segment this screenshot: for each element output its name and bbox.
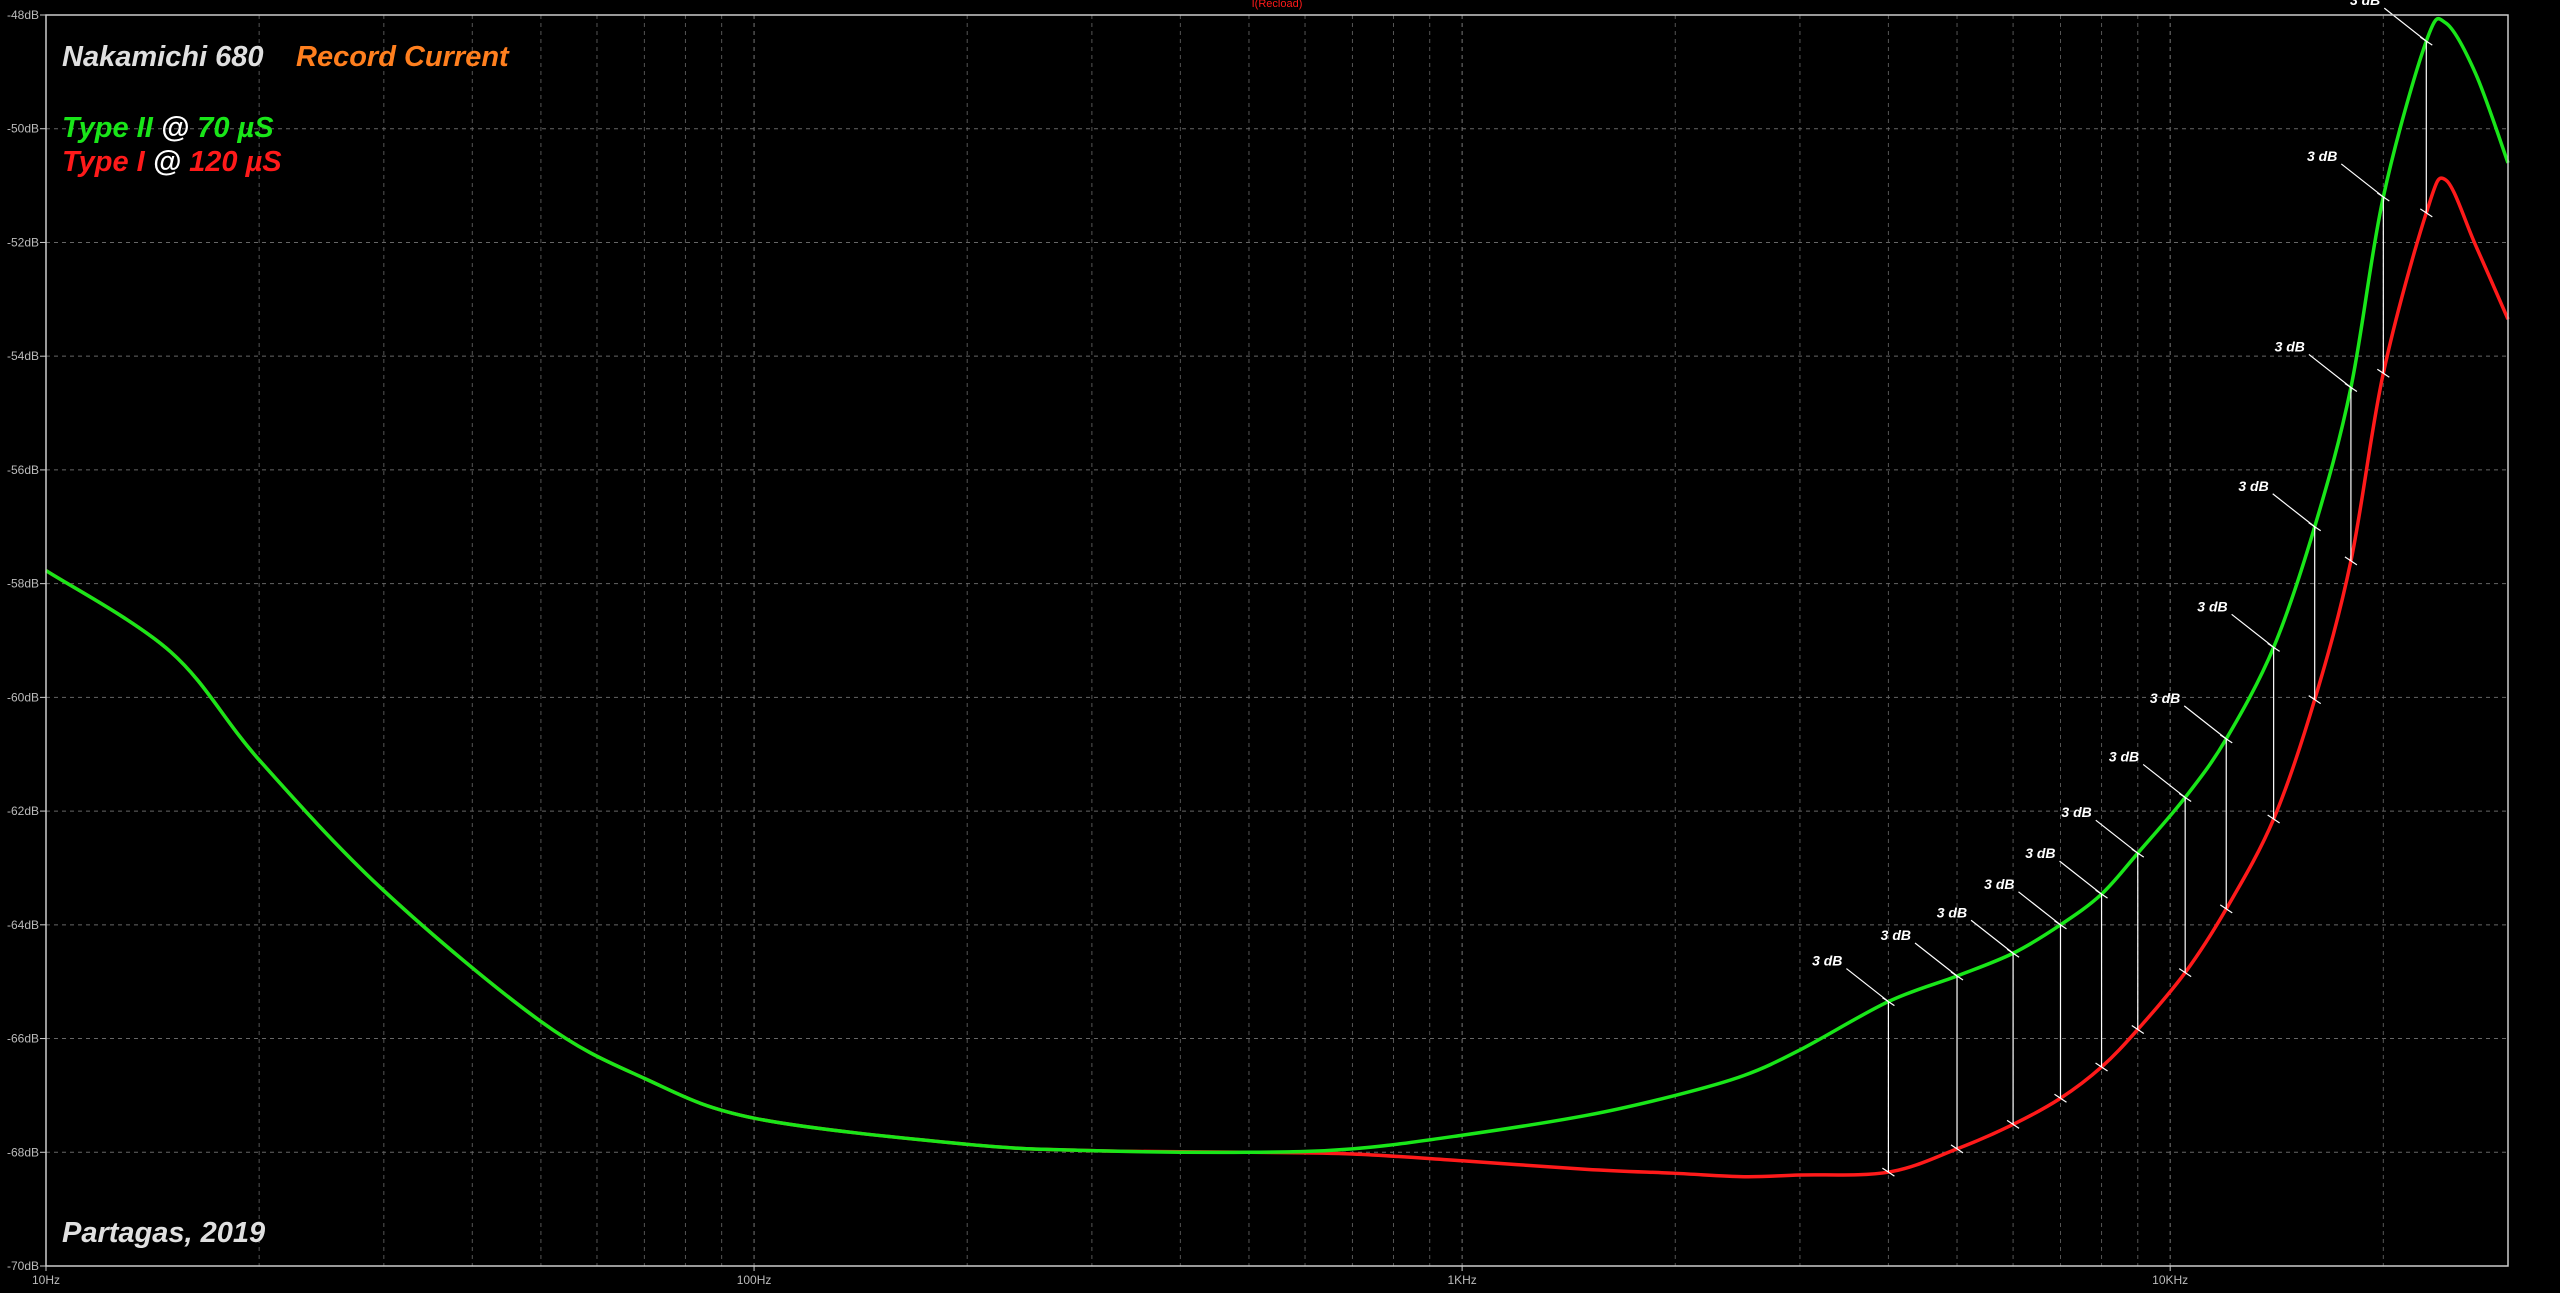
series-line bbox=[45, 16, 2510, 1155]
x-tick-label: 10Hz bbox=[32, 1273, 60, 1287]
annotation-label: 3 dB bbox=[2061, 804, 2091, 820]
legend-tau: 70 µS bbox=[197, 112, 274, 144]
y-tick-label: -70dB bbox=[7, 1259, 39, 1273]
annotation-leader bbox=[2059, 860, 2102, 895]
legend-joiner: @ bbox=[153, 146, 181, 178]
annotation-label: 3 dB bbox=[2350, 0, 2380, 8]
legend-joiner: @ bbox=[161, 112, 189, 144]
annotation-label: 3 dB bbox=[1984, 876, 2014, 892]
x-tick-label: 100Hz bbox=[737, 1273, 772, 1287]
annotation-leader bbox=[2340, 163, 2384, 198]
annotation-label: 3 dB bbox=[2150, 690, 2180, 706]
plot-frame bbox=[45, 14, 2509, 1267]
y-tick-label: -60dB bbox=[7, 690, 39, 704]
annotation-label: 3 dB bbox=[2275, 338, 2305, 354]
legend-name: Type I bbox=[62, 146, 146, 178]
y-tick-label: -62dB bbox=[7, 804, 39, 818]
annotations: 3 dB 3 dB 3 dB 3 dB 3 dB 3 dB 3 dB 3 dB 3 dB 3 dB… bbox=[1812, 0, 2433, 1177]
annotation-label: 3 dB bbox=[1937, 904, 1967, 920]
annotation-tick bbox=[2095, 1062, 2108, 1072]
legend-name: Type II bbox=[62, 112, 154, 144]
annotation-tick bbox=[2376, 368, 2390, 378]
annotation-leader bbox=[2231, 613, 2275, 648]
legend-tau: 120 µS bbox=[189, 146, 282, 178]
y-tick-label: -68dB bbox=[7, 1145, 39, 1159]
annotation-tick bbox=[2006, 1119, 2020, 1129]
annotation-leader bbox=[2142, 763, 2186, 798]
annotation-tick bbox=[2054, 1093, 2067, 1103]
x-tick-label: 10KHz bbox=[2152, 1273, 2188, 1287]
annotation-leader bbox=[1970, 919, 2014, 954]
annotation-leader bbox=[2272, 493, 2316, 528]
annotation-label: 3 dB bbox=[1881, 927, 1911, 943]
annotation-tick bbox=[2344, 556, 2358, 566]
annotation-leader bbox=[2308, 353, 2352, 388]
chart-subtitle: Record Current bbox=[296, 41, 510, 73]
annotation-leader bbox=[2183, 705, 2227, 740]
footer: Partagas, 2019 bbox=[62, 1217, 265, 1249]
annotation-label: 3 dB bbox=[2197, 598, 2227, 614]
x-tick-label: 1KHz bbox=[1447, 1273, 1476, 1287]
annotation-label: 3 dB bbox=[2307, 148, 2337, 164]
annotation-label: 3 dB bbox=[1812, 953, 1842, 969]
annotation-tick bbox=[2308, 695, 2322, 705]
y-tick-label: -56dB bbox=[7, 463, 39, 477]
y-tick-label: -52dB bbox=[7, 235, 39, 249]
y-tick-label: -48dB bbox=[7, 8, 39, 22]
annotation-leader bbox=[2018, 891, 2061, 926]
annotation-tick bbox=[2419, 208, 2433, 218]
y-tick-label: -54dB bbox=[7, 349, 39, 363]
legend-entry: Type I @ 120 µS bbox=[62, 146, 282, 178]
y-tick-label: -58dB bbox=[7, 577, 39, 591]
y-tick-label: -64dB bbox=[7, 918, 39, 932]
annotation-label: 3 dB bbox=[2109, 748, 2139, 764]
trace-label: I(Recload) bbox=[1252, 0, 1303, 10]
y-tick-label: -66dB bbox=[7, 1032, 39, 1046]
labels: -70dB -68dB -66dB -64dB -62dB -60dB -58dB -56dB… bbox=[7, 8, 2188, 1287]
annotation-tick bbox=[2219, 904, 2233, 914]
annotation-leader bbox=[2095, 819, 2139, 854]
y-tick-label: -50dB bbox=[7, 122, 39, 136]
annotation-leader bbox=[1846, 968, 1889, 1003]
annotation-label: 3 dB bbox=[2025, 845, 2055, 861]
chart-title: Nakamichi 680 bbox=[62, 41, 264, 73]
annotation-tick bbox=[2267, 814, 2280, 824]
curves bbox=[45, 16, 2510, 1179]
annotation-tick bbox=[2178, 968, 2192, 978]
annotation-tick bbox=[1882, 1167, 1895, 1177]
legend-entry: Type II @ 70 µS bbox=[62, 112, 274, 144]
annotation-leader bbox=[2383, 7, 2427, 42]
annotation-label: 3 dB bbox=[2238, 478, 2268, 494]
annotation-tick bbox=[1950, 1144, 1964, 1154]
annotation-tick bbox=[2131, 1024, 2145, 1034]
annotation-leader bbox=[1914, 942, 1958, 977]
